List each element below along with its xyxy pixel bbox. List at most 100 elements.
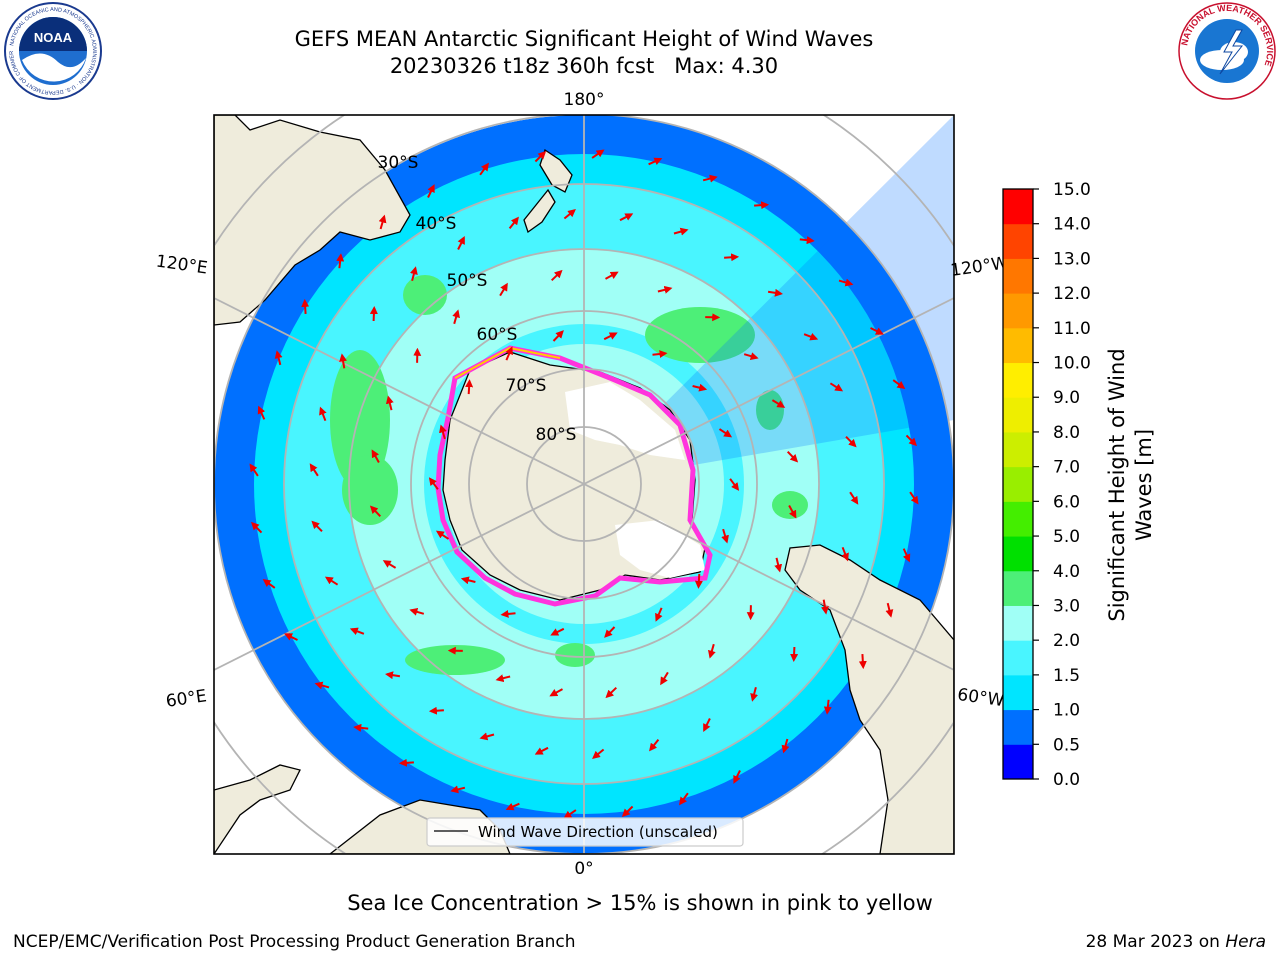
colorbar-segment <box>1003 501 1033 537</box>
wave-direction-arrow-icon <box>786 451 799 463</box>
wave-direction-arrow-icon <box>708 643 716 659</box>
wave-direction-arrow-icon <box>563 809 577 819</box>
wave-direction-arrow-icon <box>314 681 330 690</box>
wave-direction-arrow-icon <box>460 576 476 585</box>
colorbar-tick-label: 10.0 <box>1053 354 1091 374</box>
wave-direction-arrow-icon <box>324 576 339 586</box>
wave-direction-arrow-icon <box>849 491 859 505</box>
colorbar-segment <box>1003 709 1033 745</box>
wave-direction-arrow-icon <box>410 266 418 282</box>
wave-direction-arrow-icon <box>703 718 711 732</box>
colorbar-segment <box>1003 223 1033 259</box>
colorbar-tick-label: 12.0 <box>1053 284 1091 304</box>
wave-direction-arrow-icon <box>439 424 447 440</box>
colorbar-label-line2: Waves [m] <box>1132 429 1156 541</box>
wave-direction-arrow-icon <box>428 477 439 490</box>
wave-direction-arrow-icon <box>679 792 689 806</box>
lon-label-120e: 120°E <box>155 252 209 279</box>
colorbar-tick-label: 14.0 <box>1053 215 1091 235</box>
colorbar-segment <box>1003 640 1033 676</box>
wave-direction-arrow-icon <box>336 253 345 269</box>
wave-direction-arrow-icon <box>885 602 894 618</box>
wave-direction-arrow-icon <box>500 609 516 618</box>
wave-direction-arrow-icon <box>905 434 917 447</box>
chart-subtitle: 20230326 t18z 360h fcst Max: 4.30 <box>389 54 779 78</box>
colorbar-tick-label: 11.0 <box>1053 319 1091 339</box>
wave-direction-arrow-icon <box>692 383 708 392</box>
wave-direction-arrow-icon <box>534 151 547 163</box>
wave-direction-arrow-icon <box>284 633 298 641</box>
colorbar-segment <box>1003 189 1033 225</box>
colorbar-tick-label: 8.0 <box>1053 423 1080 443</box>
wave-direction-arrow-icon <box>892 379 906 389</box>
noaa-logo-text: NOAA <box>34 30 73 45</box>
wave-direction-arrow-icon <box>349 627 365 636</box>
wave-direction-arrow-icon <box>495 674 511 683</box>
wave-direction-arrow-icon <box>771 399 786 408</box>
wave-direction-arrow-icon <box>428 706 444 715</box>
colorbar-tick-label: 0.5 <box>1053 735 1080 755</box>
wave-direction-arrow-icon <box>452 309 460 325</box>
colorbar-segment <box>1003 362 1033 398</box>
wave-direction-arrow-icon <box>257 405 266 420</box>
chart-title: GEFS MEAN Antarctic Significant Height o… <box>294 27 874 51</box>
wave-direction-arrow-icon <box>829 382 844 392</box>
wave-direction-arrow-icon <box>767 288 783 297</box>
wave-direction-arrow-icon <box>457 236 465 250</box>
wave-direction-arrow-icon <box>648 157 663 166</box>
wave-direction-arrow-icon <box>660 671 669 686</box>
lat-label-40s: 40°S <box>416 214 457 234</box>
wave-direction-arrow-icon <box>505 802 520 811</box>
wave-direction-arrow-icon <box>479 732 495 741</box>
colorbar-segment <box>1003 536 1033 572</box>
wave-direction-arrow-icon <box>563 209 576 220</box>
wave-direction-arrow-icon <box>499 282 508 297</box>
wave-direction-arrow-icon <box>549 688 563 697</box>
wave-direction-arrow-icon <box>311 520 323 533</box>
wave-direction-arrow-icon <box>750 686 758 702</box>
sea-ice-note: Sea Ice Concentration > 15% is shown in … <box>347 891 933 915</box>
wave-direction-arrow-icon <box>249 463 259 477</box>
wave-direction-arrow-icon <box>319 406 327 422</box>
wave-direction-arrow-icon <box>733 770 741 784</box>
lon-label-180: 180° <box>564 90 605 110</box>
wave-direction-arrow-icon <box>605 686 617 699</box>
wave-direction-arrow-icon <box>427 184 435 198</box>
wave-direction-arrow-icon <box>845 435 857 448</box>
lon-label-120w: 120°W <box>949 253 1009 281</box>
wave-direction-arrow-icon <box>378 214 387 230</box>
colorbar-tick-label: 1.0 <box>1053 701 1080 721</box>
wave-direction-arrow-icon <box>353 723 369 732</box>
host-name: Hera <box>1225 932 1266 952</box>
colorbar-tick-label: 15.0 <box>1053 180 1091 200</box>
lat-label-70s: 70°S <box>506 376 547 396</box>
wave-direction-arrow-icon <box>820 599 829 615</box>
wave-direction-arrow-icon <box>592 748 605 759</box>
colorbar-tick-label: 13.0 <box>1053 249 1091 269</box>
colorbar-segment <box>1003 397 1033 433</box>
wave-direction-arrow-icon <box>652 350 668 359</box>
map-legend: Wind Wave Direction (unscaled) <box>426 817 744 847</box>
colorbar-tick-label: 3.0 <box>1053 596 1080 616</box>
credit-text: NCEP/EMC/Verification Post Processing Pr… <box>13 932 576 952</box>
colorbar-tick-label: 4.0 <box>1053 562 1080 582</box>
wave-direction-arrow-icon <box>774 557 783 573</box>
colorbar-label-line1: Significant Height of Wind <box>1105 348 1129 621</box>
wave-direction-arrow-icon <box>803 332 819 341</box>
lat-label-60s: 60°S <box>477 325 518 345</box>
wave-direction-arrow-icon <box>274 350 283 366</box>
lon-label-0: 0° <box>574 859 593 879</box>
date-value: 28 Mar 2023 on <box>1085 932 1226 952</box>
wave-direction-arrow-icon <box>657 285 673 294</box>
colorbar-tick-label: 9.0 <box>1053 388 1080 408</box>
wave-direction-arrow-icon <box>604 626 616 638</box>
colorbar-tick-label: 1.5 <box>1053 666 1080 686</box>
wave-direction-arrow-icon <box>909 491 919 505</box>
wave-direction-arrow-icon <box>591 149 605 159</box>
colorbar-tick-label: 7.0 <box>1053 458 1080 478</box>
wave-direction-arrow-icon <box>858 654 867 670</box>
colorbar-segment <box>1003 258 1033 294</box>
wave-direction-arrow-icon <box>673 227 689 236</box>
wave-direction-arrow-icon <box>550 627 565 636</box>
